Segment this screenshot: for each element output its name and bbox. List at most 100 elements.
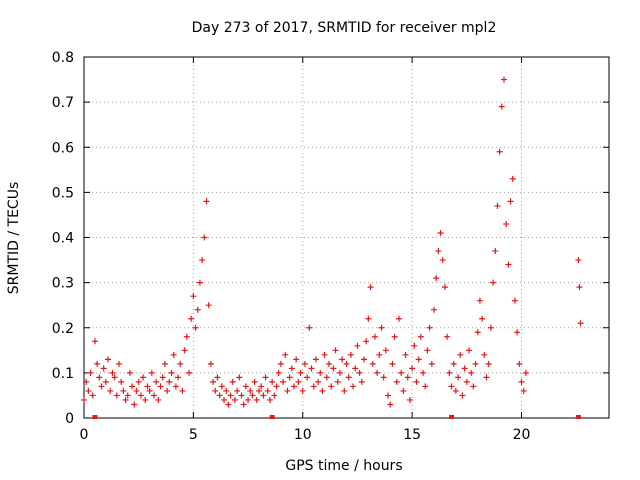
y-tick-labels: 0 0.1 0.2 0.3 0.4 0.5 0.6 0.7 0.8: [52, 50, 74, 427]
x-tick-labels: 0 5 10 15 20: [80, 427, 531, 443]
data-point: [175, 374, 182, 381]
data-point: [398, 369, 405, 376]
data-point: [347, 351, 354, 358]
data-point: [221, 396, 227, 403]
data-point: [385, 392, 392, 399]
data-point: [494, 202, 501, 209]
data-point: [212, 387, 219, 394]
data-point: [94, 360, 101, 367]
data-point: [576, 284, 583, 291]
data-point: [393, 378, 400, 385]
data-point: [168, 369, 175, 376]
y-tick-label: 0: [65, 411, 74, 427]
data-point: [148, 369, 155, 376]
data-point: [264, 387, 271, 394]
data-point: [229, 378, 236, 385]
data-point: [422, 383, 429, 390]
data-point: [266, 396, 273, 403]
data-point: [505, 261, 512, 268]
data-point: [516, 360, 523, 367]
data-point: [417, 333, 424, 340]
data-point: [411, 342, 418, 349]
data-point: [391, 333, 398, 340]
data-point: [135, 378, 142, 385]
data-point: [369, 360, 376, 367]
data-point: [299, 387, 306, 394]
data-point: [498, 103, 505, 110]
data-point: [400, 387, 407, 394]
y-tick-label: 0.3: [52, 276, 74, 292]
data-point: [352, 365, 359, 372]
data-point: [363, 338, 370, 345]
data-point: [109, 369, 116, 376]
data-point: [396, 315, 402, 322]
data-point: [426, 324, 433, 331]
x-tick-label: 5: [189, 427, 198, 443]
data-point: [89, 392, 96, 399]
data-point: [196, 279, 203, 286]
data-point: [518, 378, 525, 385]
y-tick-label: 0.2: [52, 321, 74, 337]
data-point: [100, 365, 107, 372]
data-point: [188, 315, 195, 322]
data-point: [172, 383, 179, 390]
data-point: [223, 387, 230, 394]
data-point: [323, 374, 330, 381]
data-point: [304, 374, 311, 381]
data-point: [271, 392, 278, 399]
data-point: [315, 378, 322, 385]
data-point: [251, 378, 258, 385]
data-point: [260, 392, 267, 399]
gap-marker: [92, 415, 98, 419]
data-point: [118, 378, 125, 385]
data-point: [575, 257, 582, 264]
data-point: [81, 396, 87, 403]
data-point: [277, 360, 284, 367]
data-point: [345, 374, 352, 381]
data-point: [269, 378, 276, 385]
data-point: [424, 347, 431, 354]
data-point: [509, 175, 516, 182]
y-axis-label: SRMTID / TECUs: [6, 182, 22, 295]
data-point: [503, 220, 510, 227]
data-point: [485, 360, 492, 367]
data-point: [129, 383, 136, 390]
data-point: [201, 234, 208, 241]
data-point: [177, 360, 184, 367]
data-point: [282, 351, 289, 358]
data-point: [361, 356, 367, 363]
data-point: [404, 374, 411, 381]
data-point: [492, 248, 499, 255]
data-point: [288, 365, 295, 372]
data-point: [496, 148, 503, 155]
data-point: [380, 374, 387, 381]
data-point: [415, 356, 422, 363]
data-point: [181, 347, 188, 354]
data-point: [437, 229, 444, 236]
data-point: [116, 360, 122, 367]
data-point: [131, 401, 138, 408]
data-point: [308, 365, 315, 372]
data-point: [514, 329, 521, 336]
data-point: [306, 324, 313, 331]
data-point: [247, 387, 254, 394]
y-tick-label: 0.8: [52, 50, 74, 66]
data-point: [293, 356, 300, 363]
data-point: [96, 374, 103, 381]
data-point: [133, 387, 140, 394]
data-point: [113, 392, 120, 399]
data-point: [142, 396, 149, 403]
data-point: [179, 387, 186, 394]
data-point: [350, 383, 357, 390]
data-point: [273, 383, 280, 390]
data-point: [374, 369, 381, 376]
data-point: [452, 387, 459, 394]
data-point: [297, 369, 304, 376]
grid: [84, 57, 609, 418]
data-point: [487, 324, 494, 331]
data-point: [321, 351, 328, 358]
data-point: [461, 365, 468, 372]
data-point: [356, 369, 363, 376]
data-point: [192, 324, 199, 331]
